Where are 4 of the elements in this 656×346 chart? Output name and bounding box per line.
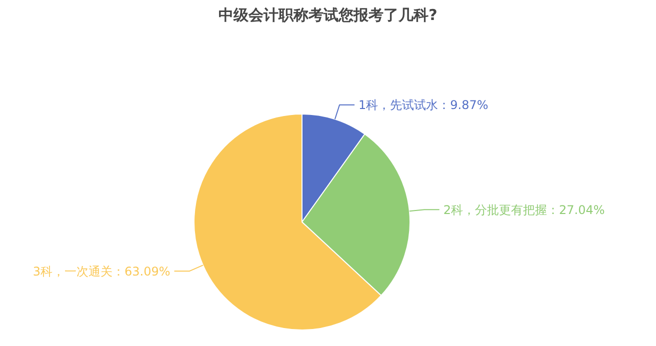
slice-label: 2科，分批更有把握：27.04% [443, 202, 605, 217]
slice-label: 3科，一次通关：63.09% [32, 264, 170, 278]
slice-label: 1科，先试试水：9.87% [358, 98, 488, 112]
chart-title: 中级会计职称考试您报考了几科? [218, 6, 438, 24]
